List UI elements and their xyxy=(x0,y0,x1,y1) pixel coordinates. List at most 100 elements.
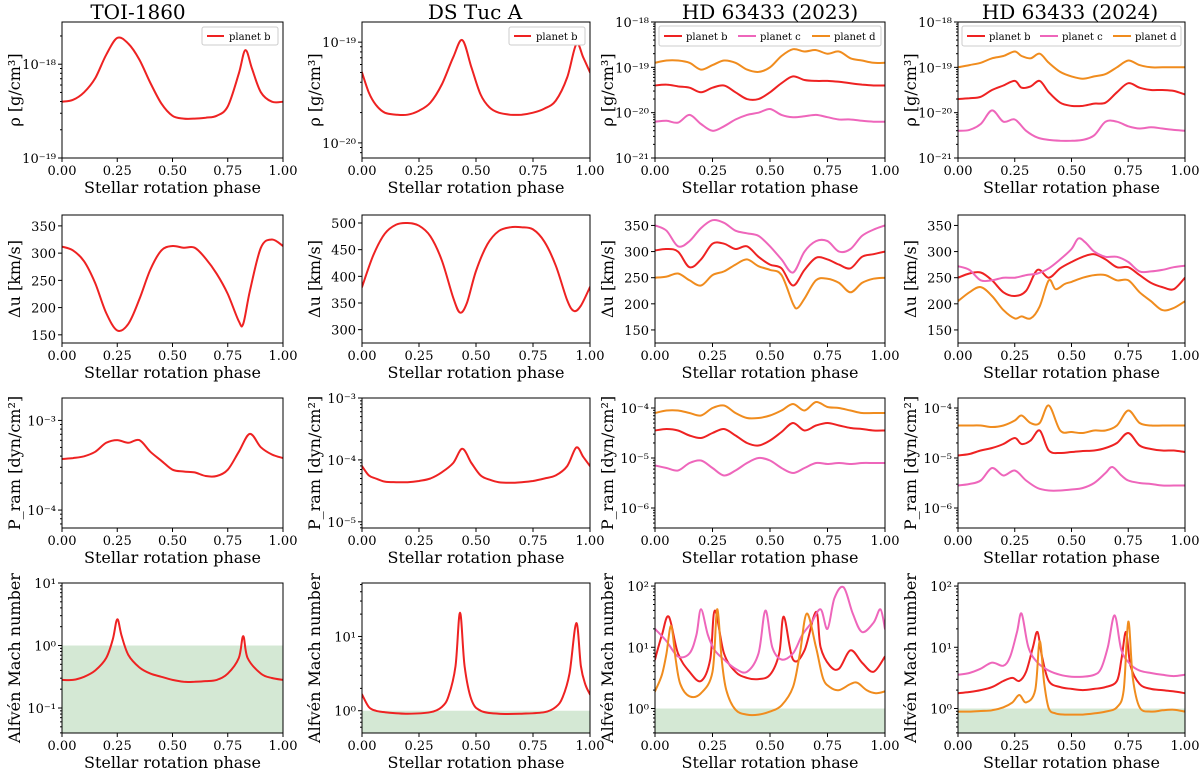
x-axis-label: Stellar rotation phase xyxy=(84,753,261,769)
x-tick-label: 0.75 xyxy=(519,739,548,754)
y-tick-label: 350 xyxy=(624,219,649,234)
series-planet-c xyxy=(655,219,885,274)
y-tick-label: 150 xyxy=(624,324,649,339)
series-group xyxy=(655,585,885,717)
x-tick-label: 0.25 xyxy=(698,164,727,179)
y-tick-label: 10⁻²⁰ xyxy=(918,107,952,122)
legend-label: planet d xyxy=(1135,32,1177,43)
legend-box xyxy=(201,26,279,46)
x-tick-label: 0.75 xyxy=(813,534,842,549)
panel-r4c3: 0.00 0.25 0.50 0.75 1.00 10⁰ 10¹ 10² Stellar rot… xyxy=(598,573,899,769)
y-tick-label: 350 xyxy=(331,297,356,312)
x-tick-label: 0.75 xyxy=(213,534,242,549)
axes-frame xyxy=(361,582,591,734)
legend-label: planet b xyxy=(686,32,728,43)
x-tick-label: 0.75 xyxy=(1114,164,1143,179)
sub-alfvenic-region xyxy=(362,710,590,733)
x-tick-label: 0.50 xyxy=(1057,349,1086,364)
legend-label: planet b xyxy=(989,32,1031,43)
x-tick-label: 0.00 xyxy=(944,739,973,754)
series-group xyxy=(655,400,885,477)
x-tick-label: 0.75 xyxy=(813,739,842,754)
series-group xyxy=(62,36,283,120)
x-tick-label: 0.25 xyxy=(103,739,132,754)
column-title-1: TOI-1860 xyxy=(90,0,185,24)
x-tick-label: 0.50 xyxy=(462,739,491,754)
y-axis-label: Δu [km/s] xyxy=(5,240,24,318)
panel-r3c1: 0.00 0.25 0.50 0.75 1.00 10⁻⁴ 10⁻³ Stellar rota… xyxy=(5,396,297,567)
x-tick-label: 1.00 xyxy=(269,164,298,179)
x-tick-label: 1.00 xyxy=(576,739,605,754)
series-planet-b xyxy=(958,429,1185,457)
x-tick-label: 1.00 xyxy=(871,739,900,754)
sub-alfvenic-region xyxy=(62,645,283,733)
legend: planet b planet c planet d xyxy=(658,25,882,47)
series-group xyxy=(62,238,283,332)
y-axis-label: ρ [g/cm³] xyxy=(305,53,324,126)
y-tick-label: 250 xyxy=(927,272,952,287)
x-tick-label: 0.00 xyxy=(944,349,973,364)
x-tick-label: 0.00 xyxy=(348,739,377,754)
series-group xyxy=(62,432,283,478)
x-tick-label: 1.00 xyxy=(1171,739,1200,754)
series-planet-b xyxy=(362,221,590,314)
panels: 0.00 0.25 0.50 0.75 1.00 10⁻¹⁹ 10⁻¹⁸ Stellar ro… xyxy=(5,16,1199,769)
x-tick-label: 0.00 xyxy=(348,164,377,179)
series-planet-c xyxy=(655,456,885,477)
x-tick-label: 0.50 xyxy=(158,349,187,364)
legend-box xyxy=(508,26,586,46)
legend-label: planet b xyxy=(229,32,271,43)
x-tick-label: 0.50 xyxy=(756,534,785,549)
y-axis-label: ρ [g/cm³] xyxy=(5,53,24,126)
panel-r1c1: 0.00 0.25 0.50 0.75 1.00 10⁻¹⁹ 10⁻¹⁸ Stellar ro… xyxy=(5,21,298,197)
x-tick-label: 0.50 xyxy=(1057,534,1086,549)
series-group xyxy=(655,48,885,132)
y-tick-label: 350 xyxy=(31,220,56,235)
x-axis-label: Stellar rotation phase xyxy=(84,363,261,382)
series-planet-c xyxy=(958,237,1185,283)
y-tick-label: 250 xyxy=(31,274,56,289)
series-planet-b xyxy=(62,238,283,332)
y-tick-label: 10⁻⁵ xyxy=(923,452,952,467)
x-tick-label: 1.00 xyxy=(269,739,298,754)
x-tick-label: 0.25 xyxy=(698,739,727,754)
y-tick-label: 10⁻⁴ xyxy=(923,402,952,417)
panel-r1c2: 0.00 0.25 0.50 0.75 1.00 10⁻²⁰ 10⁻¹⁹ Stellar ro… xyxy=(305,21,604,197)
x-tick-label: 0.75 xyxy=(213,349,242,364)
axes-frame xyxy=(61,397,284,529)
y-axis-label: ρ [g/cm³] xyxy=(598,53,617,126)
x-tick-label: 0.50 xyxy=(158,739,187,754)
y-tick-label: 10⁰ xyxy=(627,703,649,718)
y-axis-label: Alfvén Mach number xyxy=(598,573,617,744)
series-planet-b xyxy=(958,253,1185,298)
legend-label: planet b xyxy=(536,32,578,43)
x-axis-label: Stellar rotation phase xyxy=(682,178,859,197)
series-planet-d xyxy=(958,620,1185,716)
y-axis-label: P_ram [dyn/cm²] xyxy=(5,396,24,530)
x-tick-label: 0.50 xyxy=(1057,164,1086,179)
series-planet-b xyxy=(958,630,1185,695)
panel-r4c1: 0.00 0.25 0.50 0.75 1.00 10⁻¹ 10⁰ 10¹ Stellar ro… xyxy=(5,573,297,769)
x-tick-label: 1.00 xyxy=(576,534,605,549)
series-planet-b xyxy=(362,446,590,484)
x-tick-label: 0.50 xyxy=(1057,739,1086,754)
y-tick-label: 150 xyxy=(31,329,56,344)
y-tick-label: 350 xyxy=(927,219,952,234)
y-tick-label: 250 xyxy=(624,272,649,287)
y-axis-label: Alfvén Mach number xyxy=(5,573,24,744)
panel-r3c2: 0.00 0.25 0.50 0.75 1.00 10⁻⁵ 10⁻⁴ 10⁻³ Stellar … xyxy=(305,392,604,567)
y-tick-label: 10⁰ xyxy=(34,640,56,655)
y-tick-label: 200 xyxy=(927,298,952,313)
y-axis-label: Δu [km/s] xyxy=(305,240,324,318)
y-tick-label: 10⁰ xyxy=(334,705,356,720)
axes-frame xyxy=(654,214,886,344)
panel-r1c3: 0.00 0.25 0.50 0.75 1.00 10⁻²¹ 10⁻²⁰ 10⁻¹⁹ 10⁻¹⁸… xyxy=(598,16,899,197)
x-tick-label: 0.25 xyxy=(103,349,132,364)
legend-label: planet d xyxy=(834,32,876,43)
y-tick-label: 10⁻⁵ xyxy=(620,452,649,467)
x-tick-label: 0.00 xyxy=(641,534,670,549)
y-tick-label: 10⁻²¹ xyxy=(615,152,649,167)
legend-label: planet c xyxy=(760,32,801,43)
series-planet-c xyxy=(655,585,885,674)
legend-box xyxy=(658,25,882,47)
